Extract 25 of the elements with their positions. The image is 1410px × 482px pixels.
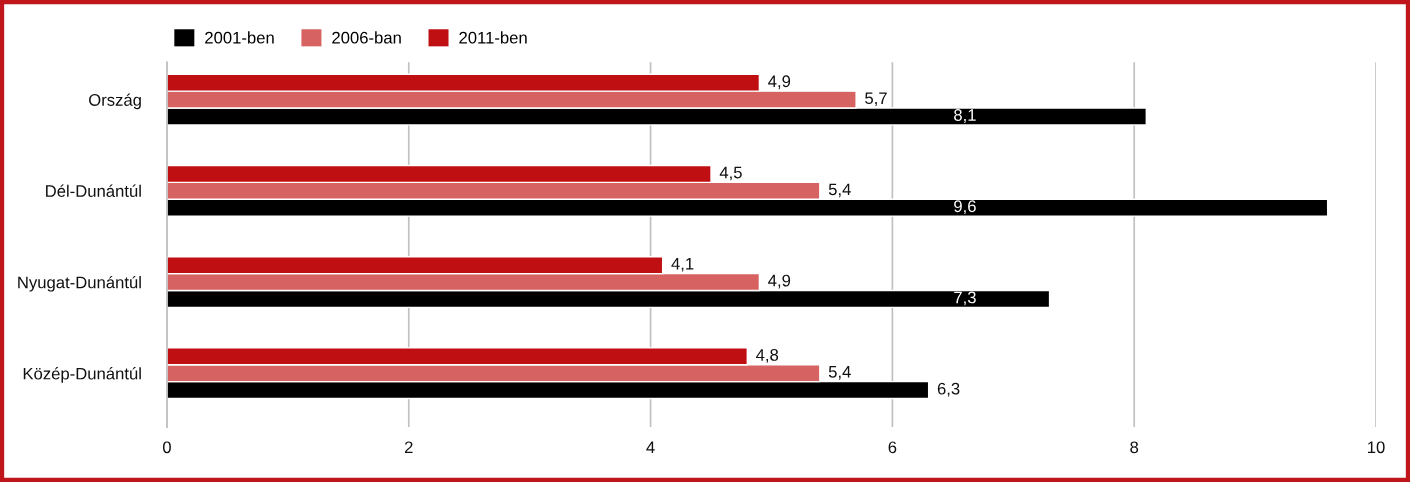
data-label: 5,4	[828, 183, 851, 198]
data-label: 4,8	[756, 349, 779, 363]
data-label: 9,6	[954, 200, 976, 215]
y-tick-label: Dél-Dunántúl	[46, 184, 141, 197]
x-tick-label: 6	[888, 441, 897, 454]
y-tick-label: Nyugat-Dunántúl	[18, 275, 141, 292]
x-tick-label: 10	[1368, 441, 1385, 454]
y-tick-label: Ország	[89, 93, 141, 110]
data-label: 8,1	[954, 109, 976, 123]
x-tick-label: 4	[646, 441, 655, 454]
data-label: 4,5	[719, 166, 742, 181]
legend-label: 2011-ben	[459, 31, 527, 44]
x-tick-label: 0	[162, 441, 171, 454]
data-label: 4,9	[768, 274, 791, 289]
data-label: 5,7	[865, 92, 887, 107]
data-label: 6,3	[937, 382, 960, 397]
legend-label: 2006-ban	[332, 31, 401, 44]
x-tick-label: 2	[404, 441, 413, 454]
x-tick-label: 8	[1130, 441, 1139, 454]
data-label: 7,3	[954, 291, 976, 306]
data-label: 5,4	[828, 366, 851, 380]
data-label: 4,9	[768, 75, 791, 90]
y-tick-label: Közép-Dunántúl	[23, 367, 141, 383]
legend-label: 2001-ben	[205, 31, 274, 44]
data-label: 4,1	[671, 257, 694, 272]
